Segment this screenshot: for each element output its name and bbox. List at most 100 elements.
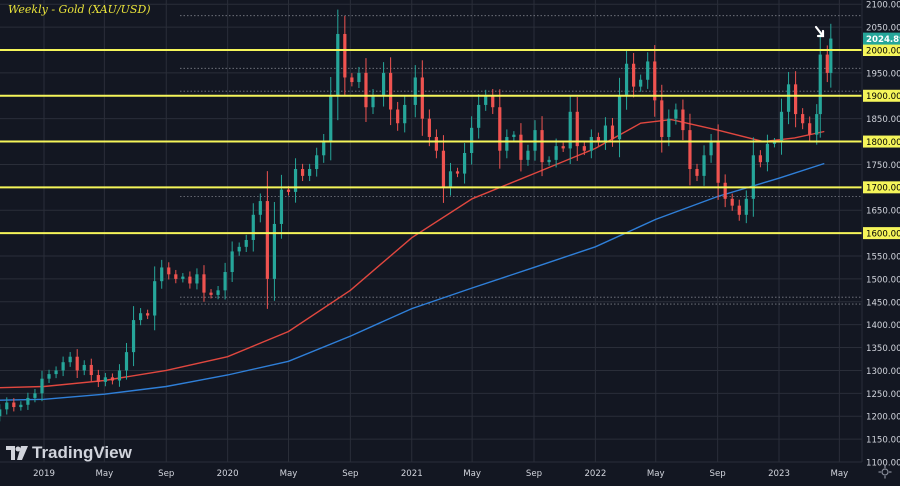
candle-body: [0, 409, 2, 417]
price-axis-background: [862, 0, 900, 482]
time-tick-label: May: [463, 469, 481, 479]
candle-body: [632, 63, 636, 87]
candle-body: [758, 155, 762, 163]
candle-body: [427, 118, 431, 137]
candle-body: [825, 54, 829, 73]
level-price-badge: [863, 135, 900, 148]
time-tick-label: May: [280, 469, 298, 479]
price-tick-label: 1850.000: [866, 115, 900, 125]
candle-body: [96, 375, 100, 382]
candle-body: [786, 84, 791, 112]
candle-body: [639, 79, 643, 87]
moving-average-line: [0, 162, 825, 401]
price-tick-label: 1300.000: [866, 367, 900, 377]
time-tick-label: Sep: [710, 469, 726, 479]
level-price-label: 1600.000: [866, 229, 900, 239]
time-tick-label: May: [95, 469, 113, 479]
level-price-label: 2000.000: [866, 46, 900, 56]
candle-body: [617, 95, 622, 140]
candle-body: [512, 134, 516, 137]
time-tick-label: May: [830, 469, 848, 479]
candle-body: [251, 214, 255, 240]
price-tick-label: 1400.000: [866, 321, 900, 331]
candle-body: [801, 114, 805, 124]
candle-body: [455, 171, 460, 174]
candle-body: [117, 370, 122, 381]
candle-body: [561, 146, 565, 149]
candle-body: [389, 72, 393, 110]
candle-body: [68, 356, 72, 363]
candle-body: [396, 109, 400, 124]
candle-body: [533, 130, 537, 151]
candle-body: [470, 127, 474, 153]
candle-body: [188, 276, 192, 284]
candle-body: [695, 169, 699, 176]
level-price-label: 1700.000: [866, 184, 900, 194]
tradingview-logo-icon: [6, 446, 28, 460]
price-tick-label: 1350.000: [866, 344, 900, 354]
time-tick-label: 2019: [33, 469, 55, 479]
candle-body: [547, 159, 551, 163]
price-tick-label: 1750.000: [866, 161, 900, 171]
candle-body: [103, 377, 107, 382]
candle-body: [709, 141, 713, 156]
candle-body: [286, 189, 291, 192]
candle-body: [89, 364, 93, 376]
candle-body: [5, 402, 9, 410]
level-price-badge: [863, 89, 900, 102]
candle-body: [322, 141, 326, 156]
candle-body: [364, 72, 368, 108]
candle-body: [730, 198, 734, 206]
candle-body: [181, 276, 185, 279]
candle-body: [12, 402, 16, 408]
candle-body: [716, 141, 720, 183]
candle-body: [818, 54, 822, 115]
candle-body: [371, 95, 375, 108]
candle-body: [160, 267, 164, 282]
candle-body: [674, 109, 678, 119]
candle-body: [209, 292, 213, 295]
candle-body: [596, 136, 600, 142]
tradingview-logo-text: TradingView: [32, 443, 132, 462]
time-tick-label: 2022: [584, 469, 606, 479]
candle-body: [19, 404, 23, 408]
candle-body: [195, 274, 199, 284]
price-tick-label: 1550.000: [866, 253, 900, 263]
candle-body: [174, 274, 178, 279]
candle-body: [808, 123, 812, 135]
candle-body: [737, 205, 741, 215]
candle-body: [336, 33, 340, 96]
candle-body: [223, 272, 227, 291]
candle-body: [624, 63, 629, 96]
time-tick-label: 2020: [217, 469, 239, 479]
candle-body: [293, 169, 298, 192]
candle-body: [300, 169, 305, 176]
candle-body: [554, 146, 558, 160]
time-tick-label: Sep: [526, 469, 542, 479]
candle-body: [582, 146, 586, 151]
candle-body: [413, 77, 417, 105]
tradingview-logo: TradingView: [6, 443, 132, 463]
candle-body: [519, 134, 523, 160]
candle-body: [315, 155, 319, 170]
candle-body: [124, 352, 129, 371]
candle-body: [526, 150, 530, 160]
candle-body: [308, 169, 312, 176]
settings-gear-icon[interactable]: [878, 465, 892, 479]
annotation-arrow-icon: [814, 25, 825, 38]
price-tick-label: 1150.000: [866, 436, 900, 446]
candle-body: [702, 155, 706, 176]
candle-body: [568, 111, 572, 149]
candle-body: [723, 182, 727, 199]
moving-average-line: [0, 118, 825, 389]
candle-body: [779, 111, 784, 142]
candle-body: [61, 362, 65, 371]
level-price-label: 1900.000: [866, 92, 900, 102]
level-price-badge: [863, 181, 900, 194]
candle-body: [751, 155, 755, 199]
price-tick-label: 1200.000: [866, 413, 900, 423]
candle-body: [403, 104, 407, 124]
price-tick-label: 1950.000: [866, 69, 900, 79]
